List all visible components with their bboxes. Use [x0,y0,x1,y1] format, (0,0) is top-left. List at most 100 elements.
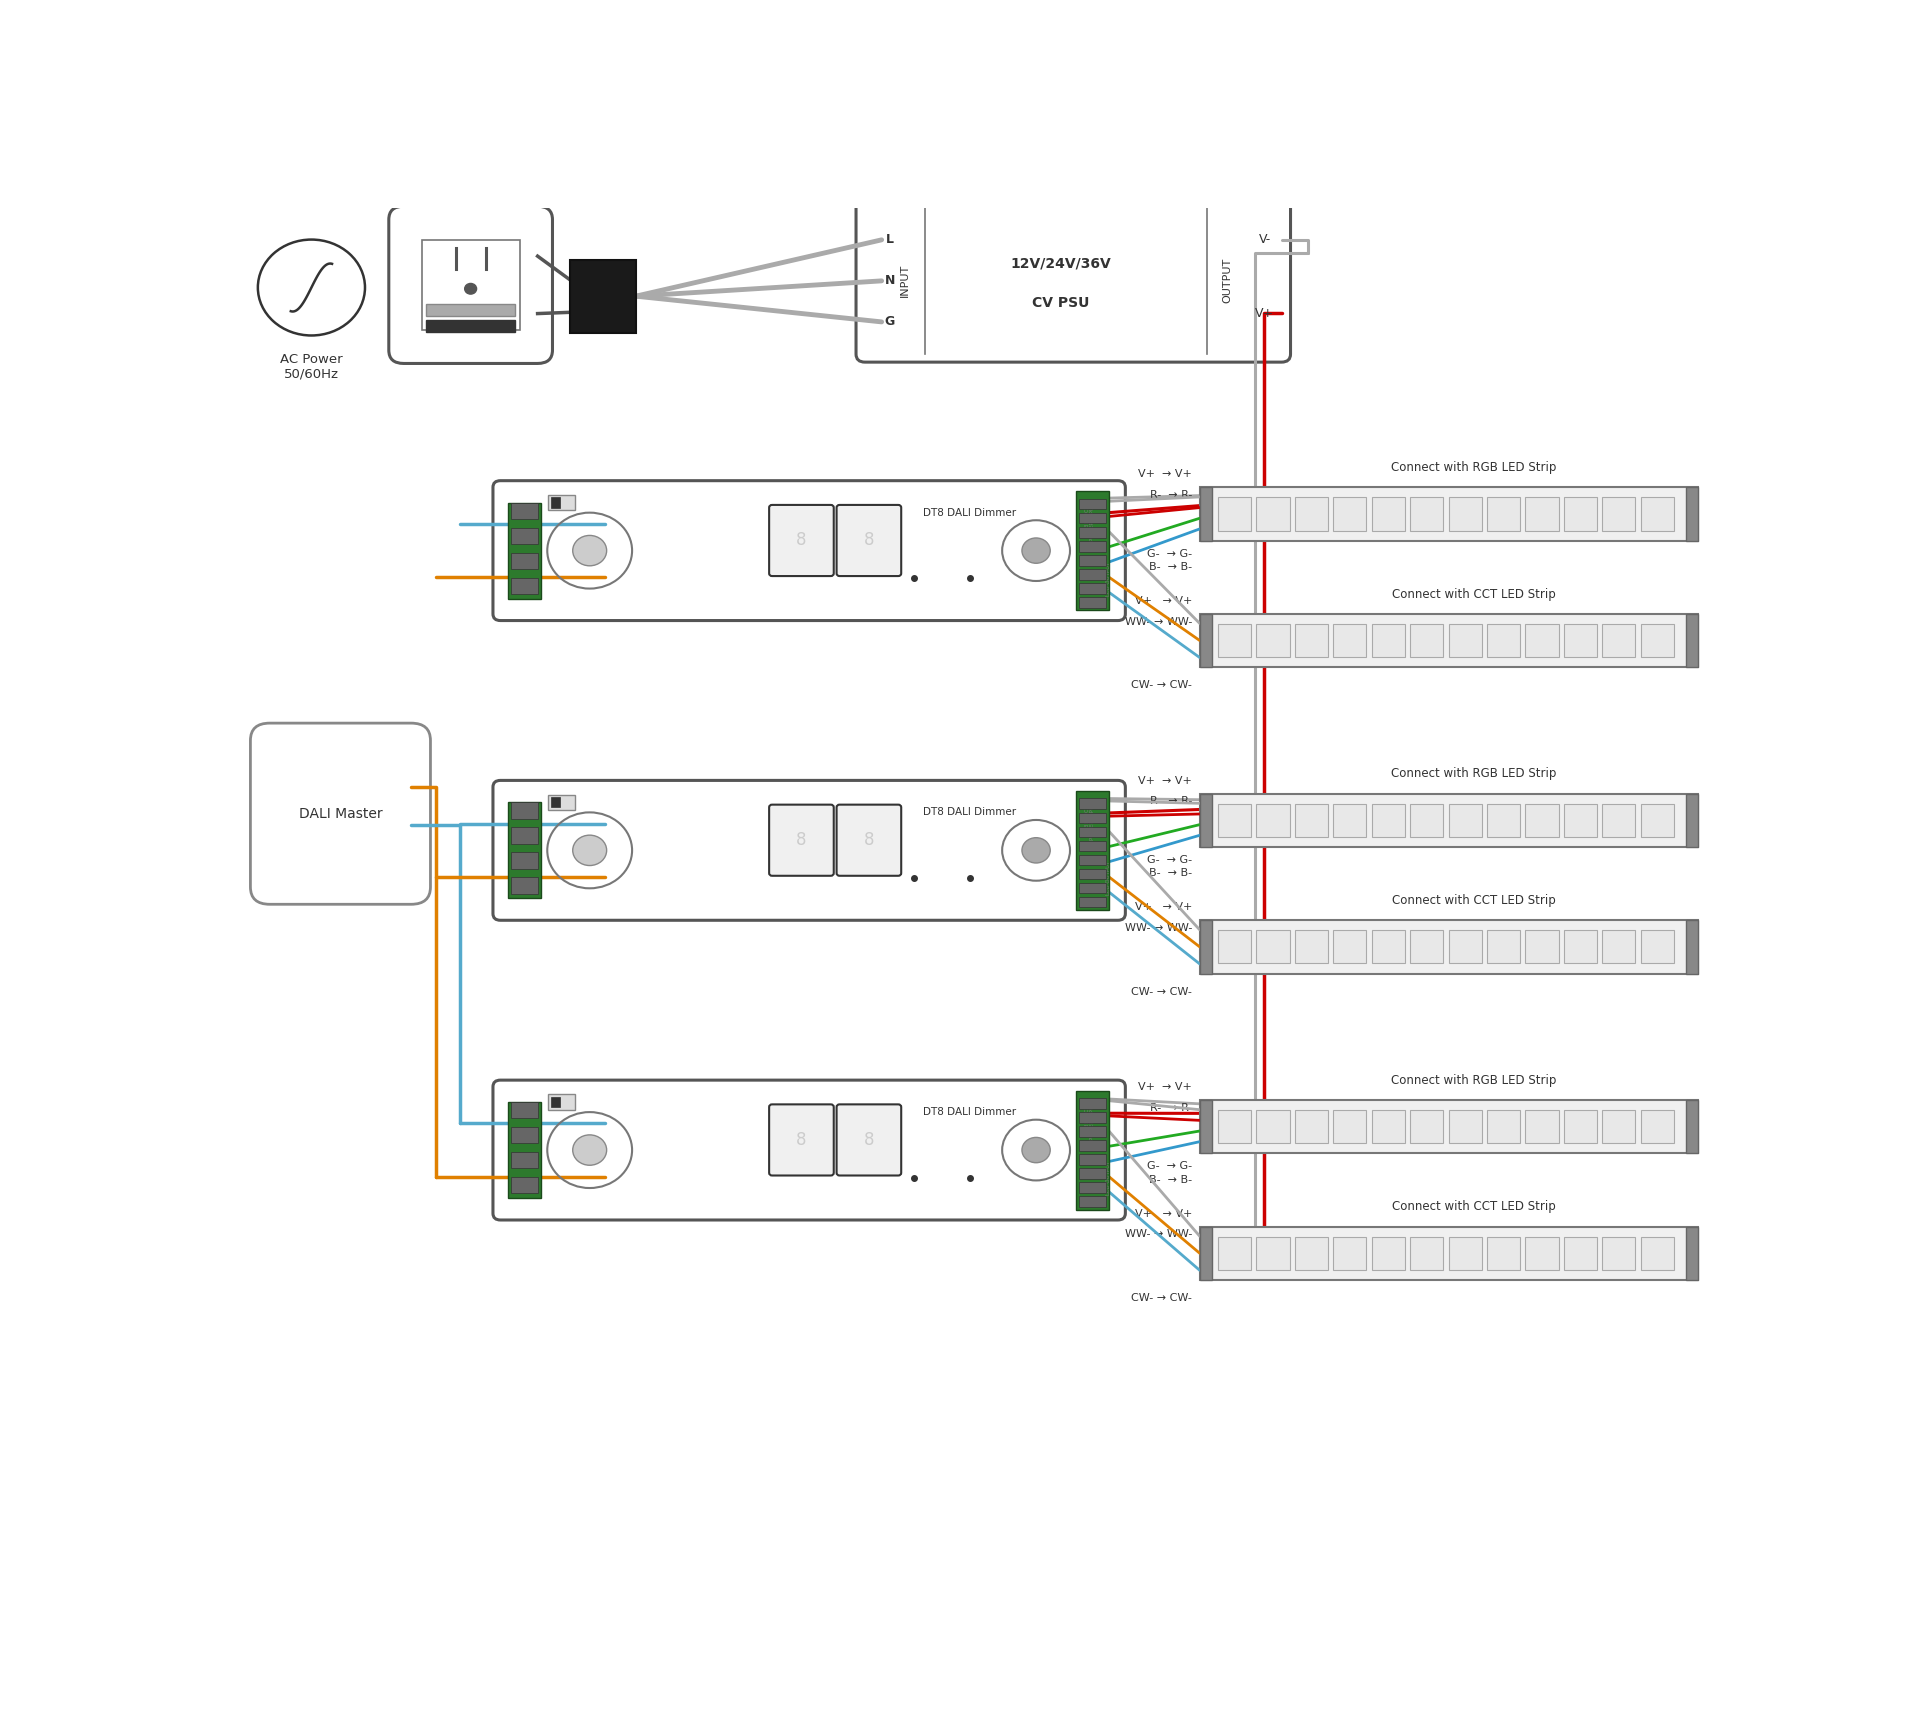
Text: 12V/24V/36V: 12V/24V/36V [1010,256,1112,270]
Circle shape [572,535,607,566]
Text: B-  → B-: B- → B- [1150,868,1192,879]
Bar [1200,794,1697,848]
Circle shape [1021,1137,1050,1163]
Bar [1448,931,1482,964]
Bar [1217,625,1252,657]
FancyBboxPatch shape [856,199,1290,362]
Bar [1079,541,1106,552]
Bar [1642,498,1674,531]
Bar [1448,498,1482,531]
Bar [1079,555,1106,566]
Text: CW- → CW-: CW- → CW- [1131,680,1192,690]
FancyBboxPatch shape [770,505,833,576]
Text: N: N [885,275,895,287]
Text: OUTPUT: OUTPUT [1223,258,1233,303]
Bar [1601,1111,1636,1144]
Bar [1563,1111,1597,1144]
Bar [1601,931,1636,964]
Bar [1256,931,1290,964]
Bar [1642,1111,1674,1144]
Bar [1294,498,1329,531]
Bar [547,1095,574,1109]
Text: Connect with CCT LED Strip: Connect with CCT LED Strip [1392,588,1555,600]
Bar [1200,488,1212,540]
Text: 8: 8 [864,531,874,550]
Text: B-  → B-: B- → B- [1150,562,1192,573]
Text: CW- → CW-: CW- → CW- [1131,1294,1192,1303]
Bar [1217,804,1252,837]
Bar [1079,799,1106,810]
Bar [1079,1182,1106,1194]
Bar [1524,1111,1559,1144]
Bar [1294,1237,1329,1270]
Text: AC Power
50/60Hz: AC Power 50/60Hz [280,353,344,381]
Bar [1077,1090,1110,1209]
Bar [1486,1111,1521,1144]
Text: L: L [885,234,895,246]
Bar [1200,1100,1697,1154]
Bar [1409,931,1444,964]
Bar [1524,804,1559,837]
Bar [1294,931,1329,964]
Bar [1200,488,1697,540]
Bar [1332,1237,1367,1270]
Text: 8: 8 [797,830,806,849]
Bar [1486,498,1521,531]
Bar [1256,804,1290,837]
Text: LED OUTPUT: LED OUTPUT [1106,1161,1112,1195]
Text: R-  → R-: R- → R- [1150,796,1192,806]
Bar [1079,827,1106,837]
Bar [1079,597,1106,607]
Text: V+   → V+: V+ → V+ [1135,903,1192,912]
Bar [1448,1111,1482,1144]
Text: G-  → G-: G- → G- [1146,548,1192,559]
Bar [1371,625,1405,657]
Bar [511,1126,538,1144]
Bar [551,1097,561,1107]
Bar [1563,625,1597,657]
Bar [426,304,515,317]
Bar [1332,1111,1367,1144]
Bar [1563,1237,1597,1270]
FancyBboxPatch shape [837,1104,900,1175]
Bar [1256,1237,1290,1270]
Text: 8: 8 [864,830,874,849]
Bar [1217,498,1252,531]
Circle shape [572,1135,607,1166]
Text: Connect with CCT LED Strip: Connect with CCT LED Strip [1392,1201,1555,1213]
Bar [1079,1140,1106,1150]
Bar [1079,1099,1106,1109]
Bar [1217,1111,1252,1144]
Bar [1332,804,1367,837]
Text: V-: V- [1260,234,1271,246]
Text: Connect with CCT LED Strip: Connect with CCT LED Strip [1392,894,1555,907]
Text: CV PSU: CV PSU [1033,296,1089,310]
Bar [1524,1237,1559,1270]
Text: 8: 8 [797,531,806,550]
Bar [1200,920,1697,974]
Bar [1079,569,1106,580]
Bar [1079,855,1106,865]
Bar [1200,614,1697,668]
Text: DT8 DALI Dimmer: DT8 DALI Dimmer [924,808,1016,817]
Bar [570,260,636,332]
Text: Connect with RGB LED Strip: Connect with RGB LED Strip [1392,460,1557,474]
Text: B-  → B-: B- → B- [1150,1175,1192,1185]
Bar [1486,625,1521,657]
Text: 12-38VDC
POWER INPUT: 12-38VDC POWER INPUT [1085,502,1094,540]
Bar [1601,625,1636,657]
Bar [1524,625,1559,657]
Text: Connect with RGB LED Strip: Connect with RGB LED Strip [1392,1074,1557,1086]
Bar [1200,920,1212,974]
FancyBboxPatch shape [770,804,833,875]
Bar [1371,804,1405,837]
Bar [507,502,541,599]
Bar [1563,498,1597,531]
Text: V+  → V+: V+ → V+ [1139,775,1192,785]
Text: 8: 8 [864,1131,874,1149]
Bar [1200,1100,1212,1154]
Bar [1642,1237,1674,1270]
Text: V+  → V+: V+ → V+ [1139,1081,1192,1092]
Bar [1686,1100,1697,1154]
FancyBboxPatch shape [770,1104,833,1175]
